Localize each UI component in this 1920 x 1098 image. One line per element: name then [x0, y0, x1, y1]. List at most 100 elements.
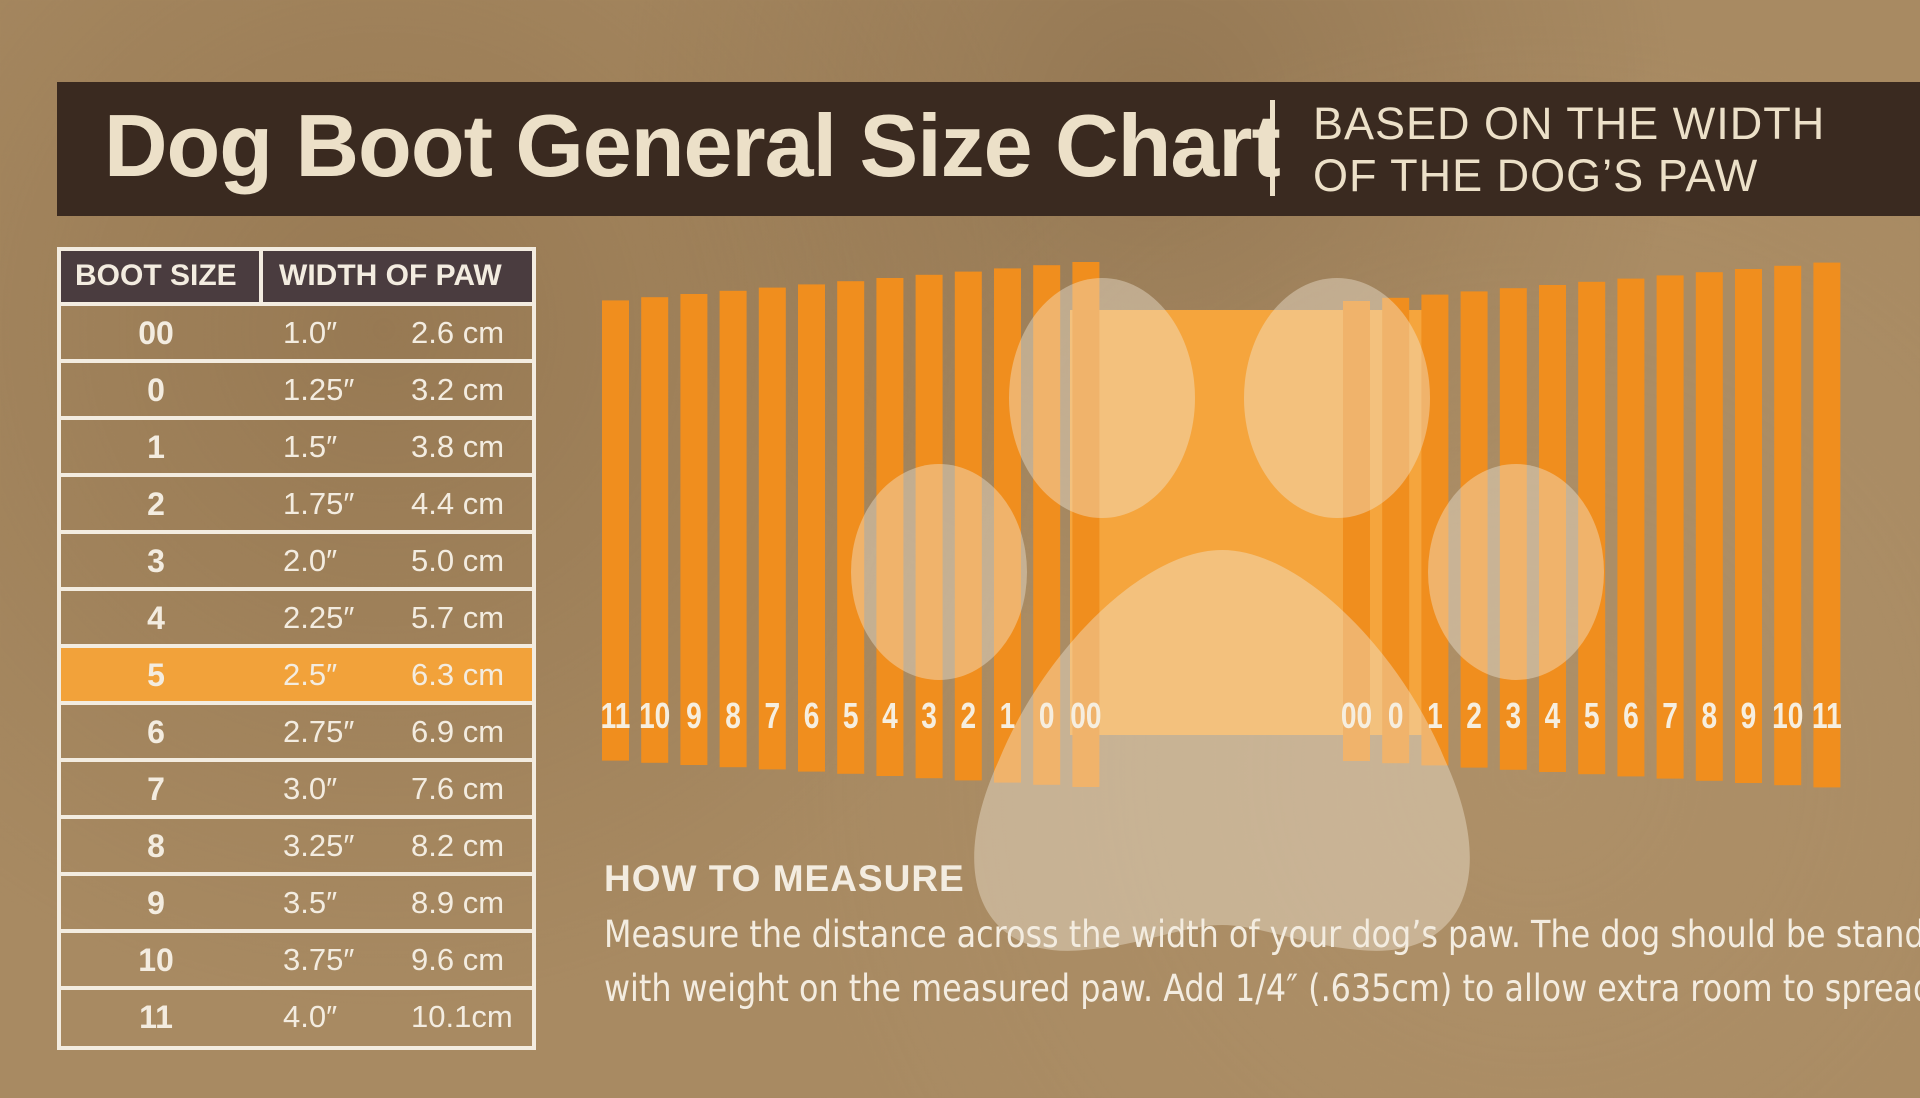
paw-toe-1	[1009, 278, 1195, 518]
table-row: 11 4.0″ 10.1cm	[61, 986, 532, 1043]
width-cm-cell: 8.9 cm	[411, 885, 505, 920]
ruler-label-right-12: 11	[1812, 696, 1842, 736]
width-inches-cell: 1.5″	[283, 429, 338, 464]
width-cm-cell: 3.2 cm	[411, 372, 505, 407]
table-header: BOOT SIZE WIDTH OF PAW	[61, 251, 532, 302]
ruler-label-right-10: 9	[1741, 696, 1757, 736]
width-inches-cell: 1.25″	[283, 372, 355, 407]
table-row: 9 3.5″ 8.9 cm	[61, 872, 532, 929]
subtitle-line-1: BASED ON THE WIDTH	[1313, 98, 1826, 149]
boot-size-cell: 10	[138, 942, 174, 978]
ruler-bar-left-4	[758, 287, 786, 770]
column-header-divider	[259, 251, 263, 302]
how-to-measure-heading: HOW TO MEASURE	[604, 858, 965, 899]
ruler-bar-left-7	[876, 278, 904, 776]
ruler-label-right-11: 10	[1772, 696, 1803, 736]
width-cm-cell: 6.3 cm	[411, 657, 505, 692]
ruler-label-right-4: 3	[1505, 696, 1521, 736]
boot-size-cell: 6	[147, 714, 165, 750]
paw-toe-2	[1244, 278, 1430, 518]
ruler-label-left-3: 8	[725, 696, 741, 736]
table-row: 6 2.75″ 6.9 cm	[61, 701, 532, 758]
column-header-paw-width: WIDTH OF PAW	[279, 259, 502, 292]
boot-size-cell: 3	[147, 543, 165, 579]
boot-size-cell: 7	[147, 771, 165, 807]
how-to-measure-line-2: with weight on the measured paw. Add 1/4…	[604, 967, 1920, 1010]
ruler-label-left-9: 2	[960, 696, 976, 736]
width-inches-cell: 2.5″	[283, 657, 338, 692]
width-cm-cell: 8.2 cm	[411, 828, 505, 863]
ruler-bar-left-11	[1033, 265, 1061, 785]
column-header-boot-size: BOOT SIZE	[75, 259, 237, 292]
table-row: 10 3.75″ 9.6 cm	[61, 929, 532, 986]
page-subtitle: BASED ON THE WIDTH OF THE DOG’S PAW	[1313, 98, 1825, 202]
boot-size-cell: 9	[147, 885, 165, 921]
ruler-bar-left-2	[680, 294, 708, 765]
width-inches-cell: 2.75″	[283, 714, 355, 749]
ruler-label-left-2: 9	[686, 696, 702, 736]
ruler-bar-right-4	[1499, 288, 1527, 770]
ruler-label-left-6: 5	[843, 696, 859, 736]
width-cm-cell: 9.6 cm	[411, 942, 505, 977]
boot-size-cell: 00	[138, 315, 174, 351]
width-cm-cell: 3.8 cm	[411, 429, 505, 464]
table-row: 7 3.0″ 7.6 cm	[61, 758, 532, 815]
ruler-label-right-8: 7	[1662, 696, 1678, 736]
ruler-labels: 11 10 9 8 7 6 5 4 3 2 1 0 00 00 0 1 2 3 4 5 6 7 8 9 10 11	[601, 696, 1842, 736]
table-row: 5 2.5″ 6.3 cm	[61, 644, 532, 701]
how-to-measure-line-1: Measure the distance across the width of…	[604, 913, 1920, 956]
ruler-bars	[602, 262, 1841, 788]
paw-print-icon	[851, 278, 1604, 951]
ruler-bar-left-1	[641, 297, 669, 763]
ruler-label-left-4: 7	[764, 696, 780, 736]
table-row: 2 1.75″ 4.4 cm	[61, 473, 532, 530]
width-cm-cell: 5.7 cm	[411, 600, 505, 635]
table-row: 00 1.0″ 2.6 cm	[61, 302, 532, 359]
table-row: 3 2.0″ 5.0 cm	[61, 530, 532, 587]
ruler-bar-left-9	[954, 271, 982, 781]
width-inches-cell: 3.75″	[283, 942, 355, 977]
title-divider	[1270, 100, 1275, 196]
table-row: 4 2.25″ 5.7 cm	[61, 587, 532, 644]
ruler-label-left-1: 10	[639, 696, 670, 736]
ruler-bar-right-9	[1695, 272, 1723, 781]
paw-toe-3	[851, 464, 1027, 680]
ruler-label-left-5: 6	[804, 696, 820, 736]
width-cm-cell: 7.6 cm	[411, 771, 505, 806]
size-table: BOOT SIZE WIDTH OF PAW 00 1.0″ 2.6 cm 0 1.25…	[57, 247, 536, 1050]
boot-size-cell: 8	[147, 828, 165, 864]
boot-size-cell: 5	[147, 657, 165, 693]
ruler-label-right-1: 0	[1388, 696, 1404, 736]
page-title: Dog Boot General Size Chart	[104, 96, 1281, 195]
width-inches-cell: 2.25″	[283, 600, 355, 635]
width-cm-cell: 4.4 cm	[411, 486, 505, 521]
ruler-bar-left-6	[837, 281, 865, 774]
title-banner: Dog Boot General Size Chart BASED ON THE…	[57, 82, 1920, 216]
ruler-bar-right-7	[1617, 278, 1645, 777]
ruler-bar-left-8	[915, 274, 943, 779]
table-row: 0 1.25″ 3.2 cm	[61, 359, 532, 416]
width-inches-cell: 2.0″	[283, 543, 338, 578]
ruler-label-left-11: 0	[1039, 696, 1055, 736]
ruler-label-left-10: 1	[1000, 696, 1016, 736]
ruler-bar-left-0	[602, 300, 629, 761]
width-inches-cell: 1.0″	[283, 315, 338, 350]
width-cm-cell: 6.9 cm	[411, 714, 505, 749]
ruler-label-right-5: 4	[1545, 696, 1561, 736]
boot-size-cell: 4	[147, 600, 165, 636]
ruler-bar-left-3	[719, 290, 747, 768]
width-cm-cell: 2.6 cm	[411, 315, 505, 350]
table-row: 8 3.25″ 8.2 cm	[61, 815, 532, 872]
ruler-label-left-8: 3	[921, 696, 937, 736]
width-cm-cell: 10.1cm	[411, 999, 513, 1034]
ruler-bar-left-10	[994, 268, 1021, 783]
ruler-bar-right-1	[1382, 297, 1410, 764]
ruler-label-left-7: 4	[882, 696, 898, 736]
paw-pad	[974, 550, 1470, 951]
width-cm-cell: 5.0 cm	[411, 543, 505, 578]
width-inches-cell: 1.75″	[283, 486, 355, 521]
ruler-label-left-12: 00	[1070, 696, 1101, 736]
boot-size-cell: 0	[147, 372, 165, 408]
ruler-bar-right-10	[1735, 269, 1762, 783]
